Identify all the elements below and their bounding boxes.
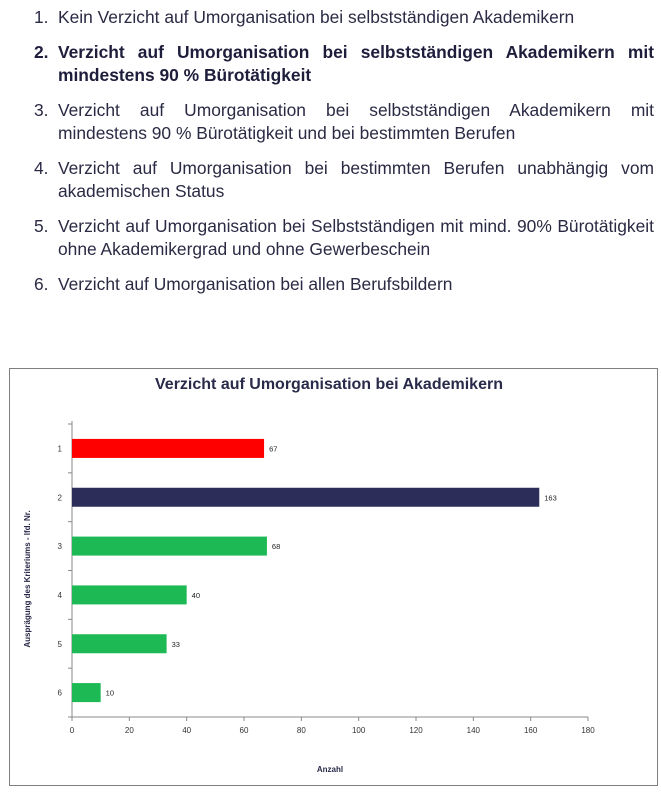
x-tick-label: 180	[581, 726, 595, 735]
y-tick-label: 4	[58, 591, 63, 600]
x-tick-label: 80	[297, 726, 306, 735]
x-tick-label: 100	[352, 726, 366, 735]
criterion-item: 1. Kein Verzicht auf Umorganisation bei s…	[34, 6, 654, 29]
criterion-text: Verzicht auf Umorganisation bei selbstst…	[58, 100, 654, 143]
criterion-number: 2.	[34, 42, 49, 62]
chart-frame: Verzicht auf Umorganisation bei Akademik…	[9, 368, 658, 786]
criterion-item: 5. Verzicht auf Umorganisation bei Selbst…	[34, 215, 654, 261]
data-label: 68	[272, 542, 280, 551]
criterion-text: Verzicht auf Umorganisation bei bestimmt…	[58, 158, 654, 201]
criterion-number: 4.	[34, 158, 49, 178]
y-tick-label: 3	[58, 542, 63, 551]
y-tick-label: 2	[58, 493, 63, 502]
y-axis-label: Ausprägung des Kriteriums - lfd. Nr.	[23, 510, 32, 647]
criterion-item: 6. Verzicht auf Umorganisation bei allen …	[34, 273, 654, 296]
x-tick-label: 120	[409, 726, 423, 735]
bar-4	[72, 585, 187, 605]
bar-3	[72, 536, 267, 556]
criterion-text: Kein Verzicht auf Umorganisation bei sel…	[58, 7, 575, 27]
data-label: 40	[192, 591, 200, 600]
x-tick-label: 0	[70, 726, 75, 735]
data-label: 163	[544, 493, 557, 502]
criterion-text: Verzicht auf Umorganisation bei allen Be…	[58, 274, 453, 294]
criteria-list: 1. Kein Verzicht auf Umorganisation bei s…	[34, 6, 654, 308]
criterion-item: 4. Verzicht auf Umorganisation bei bestim…	[34, 157, 654, 203]
criterion-item: 2. Verzicht auf Umorganisation bei selbst…	[34, 41, 654, 87]
bar-chart: Verzicht auf Umorganisation bei Akademik…	[23, 376, 595, 774]
x-tick-label: 20	[125, 726, 134, 735]
chart-bars: 67 163 68 40 33 10	[72, 438, 557, 703]
data-label: 33	[172, 640, 180, 649]
bar-2	[72, 487, 540, 507]
chart-axes: 0 20 40 60 80 100 120 140 160 180 1 2 3 4 5 6	[58, 421, 595, 735]
x-tick-label: 40	[182, 726, 191, 735]
criterion-number: 1.	[34, 7, 49, 27]
bar-5	[72, 634, 167, 654]
bar-6	[72, 683, 101, 703]
y-tick-label: 5	[58, 640, 63, 649]
bar-1	[72, 438, 265, 458]
criterion-text: Verzicht auf Umorganisation bei Selbstst…	[58, 216, 654, 259]
x-axis-label: Anzahl	[317, 765, 343, 774]
criterion-number: 6.	[34, 274, 49, 294]
chart-title: Verzicht auf Umorganisation bei Akademik…	[155, 376, 503, 393]
criterion-number: 3.	[34, 100, 49, 120]
criterion-number: 5.	[34, 216, 49, 236]
criterion-item: 3. Verzicht auf Umorganisation bei selbst…	[34, 99, 654, 145]
data-label: 67	[269, 444, 277, 453]
x-tick-label: 160	[524, 726, 538, 735]
y-tick-label: 1	[58, 444, 63, 453]
criterion-text: Verzicht auf Umorganisation bei selbstst…	[58, 42, 654, 85]
x-tick-label: 140	[467, 726, 481, 735]
data-label: 10	[106, 689, 114, 698]
y-tick-label: 6	[58, 689, 63, 698]
x-tick-label: 60	[240, 726, 249, 735]
